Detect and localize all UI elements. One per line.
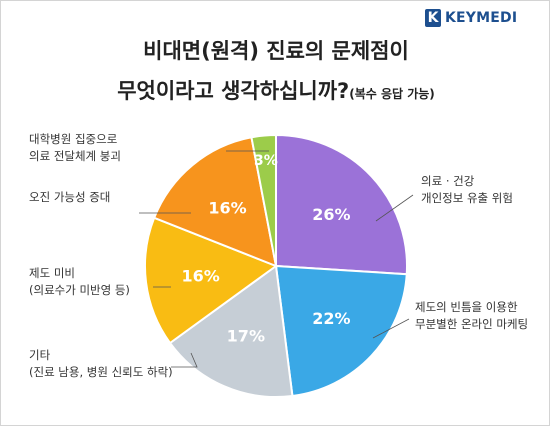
- label-line: 제도의 빈틈을 이용한: [415, 300, 518, 314]
- label-line: 오진 가능성 증대: [29, 190, 111, 204]
- label-line: (의료수가 미반영 등): [29, 283, 130, 297]
- pie-slice-hospital: [250, 133, 277, 267]
- pie-slice-other: [168, 264, 294, 398]
- label-line: 무분별한 온라인 마케팅: [415, 317, 529, 331]
- label-line: 기타: [29, 348, 51, 362]
- label-line: 대학병원 집중으로: [29, 132, 118, 146]
- slice-value-other: 17%: [227, 327, 265, 346]
- slice-label-hospital: 대학병원 집중으로 의료 전달체계 붕괴: [29, 131, 121, 165]
- slice-label-privacy: 의료 · 건강 개인정보 유출 위험: [421, 173, 513, 207]
- slice-value-misdiagnosis: 16%: [208, 198, 246, 217]
- keymedi-logo-icon: K: [425, 9, 441, 27]
- label-line: 제도 미비: [29, 266, 75, 280]
- pie-slice-system: [144, 216, 279, 345]
- slice-label-misdiagnosis: 오진 가능성 증대: [29, 189, 110, 206]
- chart-title-note: (복수 응답 가능): [349, 87, 435, 101]
- leader-line-other: [171, 352, 198, 368]
- brand-logo: K KEYMEDI: [425, 9, 517, 27]
- leader-line-marketing: [372, 318, 410, 339]
- label-line: 의료 · 건강: [421, 174, 475, 188]
- slice-label-system: 제도 미비 (의료수가 미반영 등): [29, 265, 130, 299]
- slice-value-marketing: 22%: [312, 309, 350, 328]
- pie-slice-marketing: [274, 264, 408, 398]
- chart-title-line2: 무엇이라고 생각하십니까?(복수 응답 가능): [1, 75, 550, 105]
- slice-label-marketing: 제도의 빈틈을 이용한 무분별한 온라인 마케팅: [415, 299, 528, 333]
- pie-slice-privacy: [275, 133, 408, 276]
- leader-line-privacy: [375, 194, 414, 222]
- slice-value-system: 16%: [181, 267, 219, 286]
- chart-title-line1: 비대면(원격) 진료의 문제점이: [143, 39, 409, 63]
- label-line: (진료 남용, 병원 신뢰도 하락): [29, 365, 173, 379]
- chart-title-question: 무엇이라고 생각하십니까?: [117, 79, 350, 103]
- label-line: 의료 전달체계 붕괴: [29, 149, 121, 163]
- label-line: 개인정보 유출 위험: [421, 191, 513, 205]
- slice-value-privacy: 26%: [312, 205, 350, 224]
- slice-label-other: 기타 (진료 남용, 병원 신뢰도 하락): [29, 347, 173, 381]
- slice-value-hospital: 3%: [254, 153, 278, 169]
- pie-slice-misdiagnosis: [152, 136, 278, 268]
- brand-name: KEYMEDI: [445, 10, 518, 26]
